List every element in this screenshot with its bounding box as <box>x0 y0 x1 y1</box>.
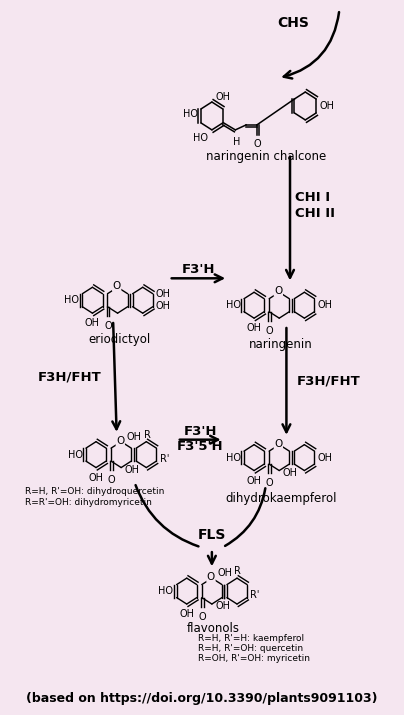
Text: OH: OH <box>217 568 232 578</box>
Text: H: H <box>234 137 241 147</box>
Text: R: R <box>234 566 241 576</box>
Text: O: O <box>108 475 115 485</box>
Text: OH: OH <box>155 301 170 311</box>
Text: O: O <box>274 439 282 449</box>
Text: HO: HO <box>225 453 241 463</box>
Text: F3'H: F3'H <box>182 263 215 276</box>
Text: OH: OH <box>318 300 333 310</box>
Text: flavonols: flavonols <box>187 622 240 635</box>
Text: OH: OH <box>283 468 298 478</box>
Text: R=OH, R'=OH: myricetin: R=OH, R'=OH: myricetin <box>198 654 310 663</box>
Text: OH: OH <box>85 318 100 328</box>
Text: OH: OH <box>320 101 335 111</box>
Text: OH: OH <box>88 473 103 483</box>
Text: naringenin chalcone: naringenin chalcone <box>206 150 326 163</box>
Text: R=R'=OH: dihydromyricetin: R=R'=OH: dihydromyricetin <box>25 498 152 508</box>
Text: F3H/FHT: F3H/FHT <box>297 375 361 388</box>
Text: O: O <box>207 572 215 582</box>
Text: CHI I
CHI II: CHI I CHI II <box>295 191 335 220</box>
Text: O: O <box>104 320 112 330</box>
Text: R=H, R'=OH: dihydroquercetin: R=H, R'=OH: dihydroquercetin <box>25 488 164 496</box>
Text: dihydrokaempferol: dihydrokaempferol <box>225 493 337 506</box>
Text: F3'H: F3'H <box>183 425 217 438</box>
Text: R=H, R'=H: kaempferol: R=H, R'=H: kaempferol <box>198 634 305 643</box>
Text: HO: HO <box>67 450 82 460</box>
Text: OH: OH <box>155 290 170 300</box>
Text: O: O <box>116 435 124 445</box>
Text: OH: OH <box>215 601 230 611</box>
Text: F3H/FHT: F3H/FHT <box>38 371 101 384</box>
Text: HO: HO <box>64 295 79 305</box>
Text: OH: OH <box>246 323 261 333</box>
Text: F3'5'H: F3'5'H <box>177 440 223 453</box>
Text: HO: HO <box>183 109 198 119</box>
Text: R': R' <box>160 453 169 463</box>
Text: CHS: CHS <box>277 16 309 30</box>
Text: (based on https://doi.org/10.3390/plants9091103): (based on https://doi.org/10.3390/plants… <box>26 692 378 705</box>
Text: HO: HO <box>158 586 173 596</box>
Text: OH: OH <box>125 465 140 475</box>
Text: FLS: FLS <box>198 528 226 542</box>
Text: HO: HO <box>225 300 241 310</box>
Text: O: O <box>198 611 206 621</box>
Text: OH: OH <box>179 609 194 619</box>
Text: R=H, R'=OH: quercetin: R=H, R'=OH: quercetin <box>198 644 303 653</box>
Text: R': R' <box>250 590 260 600</box>
Text: naringenin: naringenin <box>249 338 313 351</box>
Text: OH: OH <box>215 92 230 102</box>
Text: OH: OH <box>246 475 261 485</box>
Text: O: O <box>254 139 262 149</box>
Text: OH: OH <box>318 453 333 463</box>
Text: OH: OH <box>126 432 141 442</box>
Text: O: O <box>266 325 274 335</box>
Text: O: O <box>113 281 121 291</box>
Text: HO: HO <box>193 133 208 143</box>
Text: O: O <box>266 478 274 488</box>
Text: O: O <box>274 286 282 296</box>
Text: R: R <box>144 430 151 440</box>
Text: eriodictyol: eriodictyol <box>88 333 151 346</box>
